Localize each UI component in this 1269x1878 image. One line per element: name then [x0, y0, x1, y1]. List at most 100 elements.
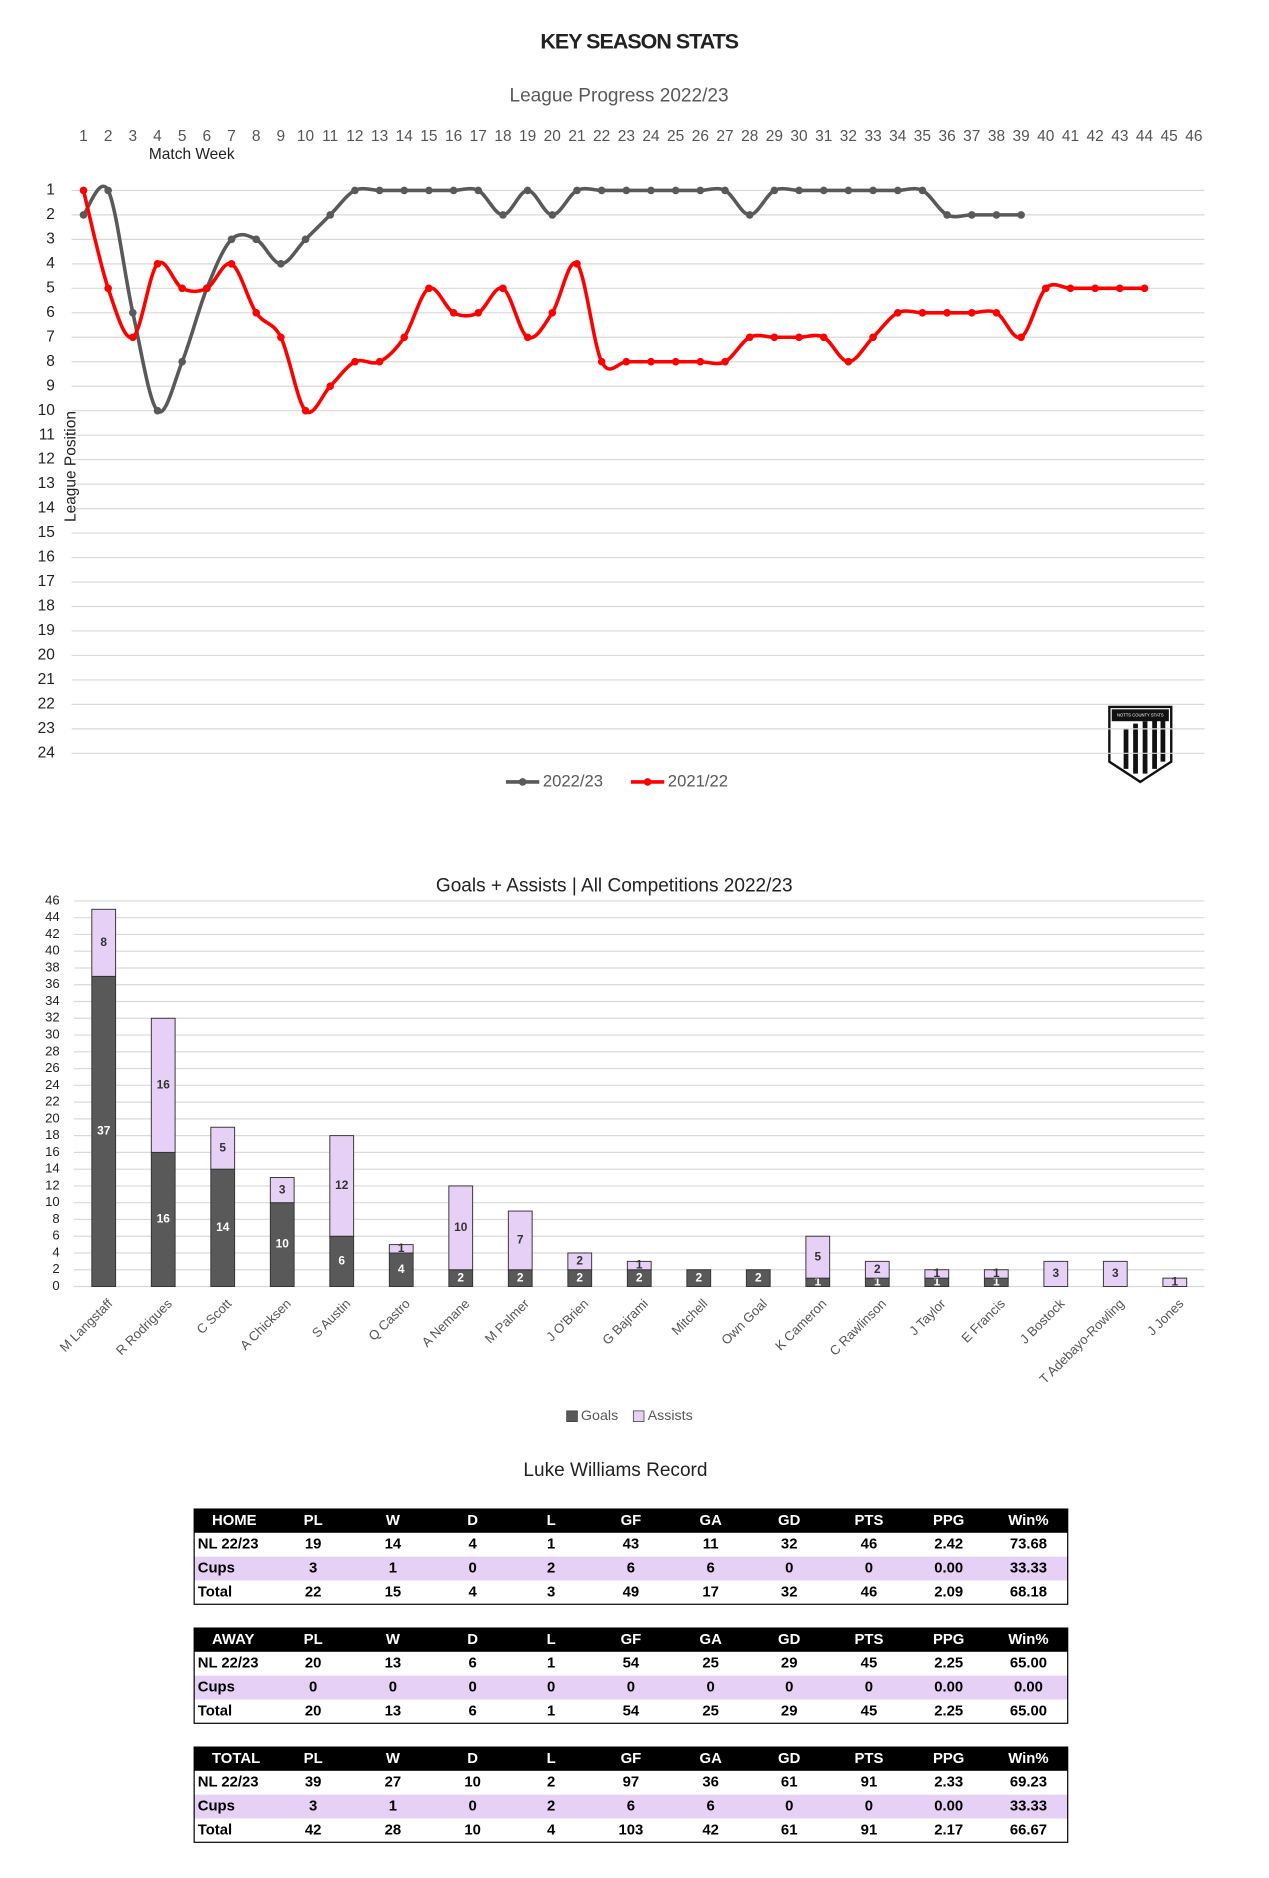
series-point: [301, 406, 310, 415]
series-point: [178, 357, 186, 366]
table-cell: 46: [861, 1537, 878, 1553]
table-header-cell: GA: [700, 1632, 723, 1648]
series-point: [943, 211, 951, 219]
bar-value-label: 6: [338, 1254, 345, 1268]
x-tick-label: J Jones: [1144, 1296, 1187, 1339]
y-tick-label: 7: [46, 328, 55, 345]
table-cell: 0: [469, 1799, 477, 1815]
table-row-bg: [194, 1675, 1068, 1700]
bar-segment: [150, 1017, 176, 1153]
chart-title: Goals + Assists | All Competitions 2022/…: [436, 876, 793, 897]
series-point: [1041, 284, 1050, 293]
table-cell: 61: [781, 1822, 798, 1838]
table-cell: 91: [861, 1775, 878, 1791]
series-point: [1017, 211, 1025, 219]
x-tick-label: M Palmer: [482, 1295, 533, 1346]
table-cell: 3: [309, 1799, 317, 1815]
bar-segment: [924, 1269, 950, 1279]
table-cell: 0: [309, 1680, 317, 1696]
x-tick-label: 10: [297, 128, 314, 145]
table-cell: 43: [623, 1537, 640, 1553]
series-point: [203, 284, 211, 293]
x-tick-label: 23: [618, 128, 635, 145]
x-tick-label: 1: [79, 128, 88, 145]
x-tick-label: 36: [938, 128, 955, 145]
series-point: [696, 357, 705, 366]
x-tick-label: 17: [470, 128, 487, 145]
table-cell: 46: [861, 1584, 878, 1600]
series-point: [351, 357, 359, 366]
table-cell: 2.25: [934, 1703, 963, 1719]
series-point: [893, 186, 902, 195]
y-tick-label: 3: [46, 230, 55, 247]
table-cell: 2.33: [934, 1775, 963, 1791]
bar-value-label: 1: [398, 1241, 405, 1255]
bar-value-label: 1: [993, 1274, 1000, 1288]
x-tick-label: 26: [692, 128, 709, 145]
series-point: [721, 357, 729, 366]
x-tick-label: 18: [494, 128, 511, 145]
table-header-cell: GF: [621, 1751, 642, 1767]
bar-value-label: 1: [636, 1258, 643, 1272]
table-header-cell: GD: [778, 1751, 801, 1767]
series-point: [523, 186, 532, 195]
x-tick-label: 2: [104, 128, 113, 145]
x-tick-label: E Francis: [958, 1296, 1008, 1346]
x-tick-label: 31: [815, 128, 832, 145]
y-tick-label: 20: [45, 1110, 60, 1125]
table-row-bg: [194, 1580, 1068, 1605]
series-point: [967, 308, 976, 317]
series-point: [1017, 333, 1025, 342]
series-point: [770, 333, 779, 342]
bar-value-label: 5: [814, 1249, 821, 1263]
table-cell: 54: [623, 1703, 640, 1719]
logo: NOTTS COUNTY STATS: [1108, 705, 1173, 784]
series-point: [844, 357, 853, 366]
table-cell: 0: [865, 1799, 873, 1815]
y-tick-label: 1: [46, 182, 55, 199]
table-row-bg: [194, 1651, 1068, 1676]
table-cell: 25: [702, 1703, 719, 1719]
series-point: [400, 333, 409, 342]
x-tick-label: S Austin: [309, 1296, 354, 1341]
series-point: [992, 308, 1001, 317]
series-point: [548, 211, 557, 219]
x-tick-label: C Rawlinson: [826, 1296, 889, 1359]
table-cell: 0.00: [934, 1560, 963, 1576]
table-border: [193, 1746, 1069, 1843]
table-cell: 2: [547, 1799, 555, 1815]
x-tick-label: 22: [593, 128, 610, 145]
table-header-cell: D: [467, 1632, 478, 1648]
series-point: [622, 357, 631, 366]
table-cell: 0.00: [1014, 1680, 1043, 1696]
x-tick-label: 8: [252, 128, 261, 145]
series-point: [573, 260, 581, 268]
bar-value-label: 2: [576, 1254, 583, 1268]
series-point: [153, 406, 162, 415]
y-tick-label: 18: [38, 598, 55, 615]
x-tick-label: Mitchell: [669, 1296, 711, 1338]
y-tick-label: 10: [38, 402, 55, 419]
table-cell: Cups: [198, 1560, 235, 1576]
table-row-bg: [194, 1532, 1068, 1557]
table-border: [193, 1627, 1069, 1724]
table-cell: 54: [623, 1656, 640, 1672]
series-point: [523, 333, 532, 342]
y-tick-label: 36: [45, 976, 60, 991]
table-header-cell: PTS: [854, 1513, 883, 1529]
series-point: [819, 186, 828, 195]
table-cell: 10: [464, 1822, 481, 1838]
legend-marker: [643, 778, 652, 786]
bar-value-label: 5: [219, 1140, 226, 1154]
x-tick-label: 20: [544, 128, 561, 145]
x-tick-label: 32: [840, 128, 857, 145]
x-tick-label: 19: [519, 128, 536, 145]
x-tick-label: 7: [227, 128, 236, 145]
x-tick-label: 45: [1161, 128, 1178, 145]
series-point: [499, 211, 507, 219]
table-cell: 15: [385, 1584, 402, 1600]
table-header-cell: Win%: [1008, 1513, 1048, 1529]
x-tick-label: 41: [1062, 128, 1079, 145]
x-tick-label: 27: [716, 128, 733, 145]
x-tick-label: J O'Brien: [543, 1296, 591, 1344]
